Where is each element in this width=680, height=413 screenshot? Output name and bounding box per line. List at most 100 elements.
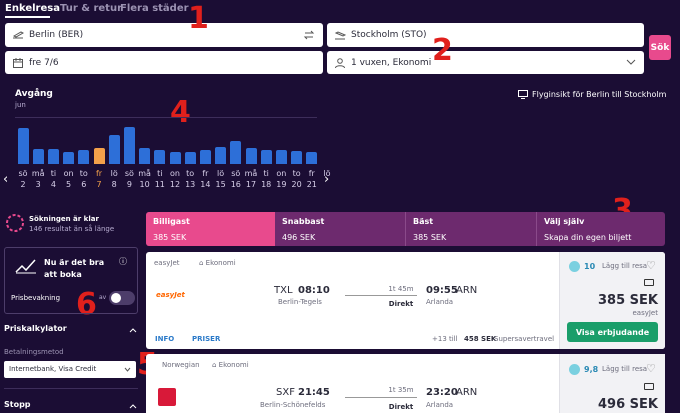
marker-6: 6 xyxy=(76,287,97,322)
stops-label: Direkt xyxy=(388,300,414,308)
weekday-label: to xyxy=(79,169,88,178)
departure-bar[interactable] xyxy=(32,149,44,164)
departure-bar[interactable] xyxy=(215,147,227,164)
card-divider xyxy=(559,252,560,349)
destination-value: Stockholm (STO) xyxy=(351,30,427,40)
payment-method-select[interactable]: Internetbank, Visa Credit xyxy=(4,361,136,378)
departure-bar[interactable] xyxy=(93,148,105,164)
airline-name: Norwegian xyxy=(162,361,200,369)
sort-cheapest[interactable]: Billigast 385 SEK xyxy=(146,212,275,246)
chevron-up-icon[interactable] xyxy=(129,327,137,333)
add-trip-label[interactable]: Lägg till resa xyxy=(602,262,648,270)
info-link[interactable]: INFO xyxy=(155,335,175,343)
weekday-label: to xyxy=(186,169,195,178)
swap-icon[interactable] xyxy=(303,29,315,41)
day-label[interactable]: 5 xyxy=(66,180,72,189)
search-button[interactable]: Sök xyxy=(649,35,671,60)
sort-fastest[interactable]: Snabbast 496 SEK xyxy=(275,212,406,246)
result-card[interactable]: easyJet ⌂ Ekonomi easyJet TXL 08:10 Berl… xyxy=(146,252,665,349)
departure-bar[interactable] xyxy=(275,150,287,164)
trend-chart-icon xyxy=(15,259,36,274)
flight-insight-link[interactable]: Flyginsikt för Berlin till Stockholm xyxy=(518,90,666,99)
tab-one-way[interactable]: Enkelresa xyxy=(5,3,60,14)
departure-bar[interactable] xyxy=(47,149,59,164)
day-label[interactable]: 2 xyxy=(20,180,26,189)
departure-bar[interactable] xyxy=(78,150,90,164)
weekday-label: fr xyxy=(308,169,315,178)
day-label[interactable]: 15 xyxy=(215,180,226,189)
more-offers[interactable]: +13 till xyxy=(432,335,458,343)
day-label[interactable]: 17 xyxy=(245,180,257,189)
tab-multi-city[interactable]: Flera städer xyxy=(120,3,189,14)
price: 496 SEK xyxy=(598,397,658,412)
chart-prev-arrow[interactable]: ‹ xyxy=(3,172,9,187)
day-label[interactable]: 14 xyxy=(200,180,211,189)
heart-icon[interactable]: ♡ xyxy=(646,259,656,272)
day-label[interactable]: 8 xyxy=(111,180,117,189)
day-label[interactable]: 12 xyxy=(169,180,181,189)
route-line xyxy=(345,397,417,398)
departure-bar[interactable] xyxy=(199,150,211,164)
departure-bar[interactable] xyxy=(139,148,151,164)
day-label[interactable]: 13 xyxy=(185,180,196,189)
departure-bar[interactable] xyxy=(291,151,303,164)
view-offer-button[interactable]: Visa erbjudande xyxy=(567,322,658,342)
tab-round-trip[interactable]: Tur & retur xyxy=(60,3,123,14)
weekday-label: ti xyxy=(263,169,269,178)
day-label[interactable]: 10 xyxy=(139,180,150,189)
flight-insight-label: Flyginsikt för Berlin till Stockholm xyxy=(532,90,667,99)
weekday-label: lö xyxy=(217,169,225,178)
departure-bar[interactable] xyxy=(17,128,29,164)
departure-bar[interactable] xyxy=(123,127,135,164)
day-label[interactable]: 6 xyxy=(81,180,87,189)
price-alert-toggle[interactable] xyxy=(109,291,135,305)
prices-link[interactable]: PRISER xyxy=(192,335,221,343)
weekday-label: on xyxy=(63,169,74,178)
day-label[interactable]: 7 xyxy=(96,180,102,189)
sort-best[interactable]: Bäst 385 SEK xyxy=(406,212,537,246)
divider xyxy=(4,388,138,389)
search-complete-icon xyxy=(6,214,24,232)
sort-cheapest-label: Billigast xyxy=(153,217,190,226)
departure-bar[interactable] xyxy=(260,150,272,164)
weekday-label: må xyxy=(31,169,45,178)
day-label[interactable]: 4 xyxy=(50,180,56,189)
origin-field[interactable]: Berlin (BER) xyxy=(5,23,323,47)
departure-bar-chart[interactable] xyxy=(0,118,330,164)
departure-bar[interactable] xyxy=(108,135,120,164)
date-value: fre 7/6 xyxy=(29,57,59,68)
departure-bar[interactable] xyxy=(306,152,318,164)
weekday-label: on xyxy=(276,169,287,178)
chart-next-arrow[interactable]: › xyxy=(324,172,330,187)
departure-bar[interactable] xyxy=(245,148,257,164)
result-card[interactable]: Norwegian ⌂ Ekonomi SXF 21:45 Berlin-Sch… xyxy=(146,354,665,413)
arrival-time: 09:55 xyxy=(426,285,458,296)
heart-icon[interactable]: ♡ xyxy=(646,362,656,375)
day-label[interactable]: 11 xyxy=(154,180,165,189)
destination-field[interactable]: Stockholm (STO) xyxy=(327,23,644,47)
date-field[interactable]: fre 7/6 xyxy=(5,51,323,74)
card-payment-icon xyxy=(644,383,654,390)
departure-bar[interactable] xyxy=(154,150,166,164)
price-alert-label: Prisbevakning xyxy=(11,294,61,302)
sort-custom[interactable]: Välj själv Skapa din egen biljett xyxy=(537,212,665,246)
departure-bar[interactable] xyxy=(63,152,75,164)
day-label[interactable]: 9 xyxy=(126,180,132,189)
price: 385 SEK xyxy=(598,293,658,308)
flight-duration: 1t 45m xyxy=(388,285,414,293)
status-subtitle: 146 resultat än så länge xyxy=(29,225,115,233)
day-label[interactable]: 19 xyxy=(276,180,287,189)
day-label[interactable]: 18 xyxy=(261,180,272,189)
add-trip-label[interactable]: Lägg till resa xyxy=(602,365,648,373)
chevron-up-icon[interactable] xyxy=(129,403,137,409)
passengers-field[interactable]: 1 vuxen, Ekonomi xyxy=(327,51,644,74)
day-label[interactable]: 16 xyxy=(230,180,241,189)
stops-title: Stopp xyxy=(4,400,31,409)
departure-bar[interactable] xyxy=(169,152,181,164)
day-label[interactable]: 21 xyxy=(306,180,317,189)
day-label[interactable]: 20 xyxy=(291,180,302,189)
info-icon[interactable]: ⓘ xyxy=(119,257,127,266)
departure-bar[interactable] xyxy=(184,152,196,164)
departure-bar[interactable] xyxy=(230,141,242,164)
day-label[interactable]: 3 xyxy=(35,180,41,189)
